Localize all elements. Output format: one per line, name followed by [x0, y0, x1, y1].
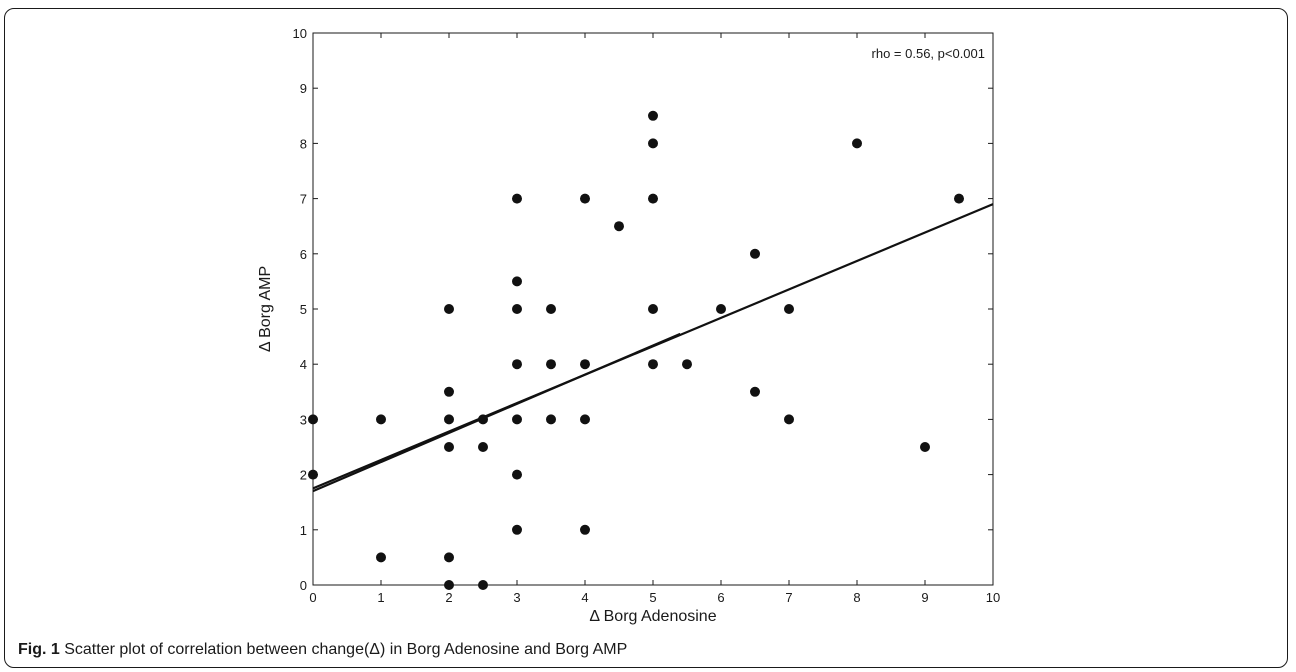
data-point	[750, 386, 760, 397]
data-point	[682, 359, 692, 370]
y-tick-label: 5	[300, 302, 307, 317]
data-point	[614, 221, 624, 232]
data-point	[648, 304, 658, 314]
figure-label: Fig. 1	[18, 641, 60, 658]
x-tick-label: 7	[785, 590, 792, 605]
y-tick-label: 10	[293, 26, 307, 41]
data-point	[444, 552, 454, 563]
data-point	[512, 414, 522, 425]
y-tick-label: 8	[300, 136, 307, 151]
correlation-annotation: rho = 0.56, p<0.001	[872, 46, 985, 61]
data-point	[784, 414, 794, 425]
y-tick-label: 9	[300, 81, 307, 96]
regression-line-2	[312, 332, 681, 493]
data-point	[308, 414, 318, 425]
data-point	[478, 414, 488, 425]
data-point	[308, 469, 318, 480]
data-point	[648, 193, 658, 204]
x-tick-label: 0	[309, 590, 316, 605]
data-point	[376, 414, 386, 425]
data-point	[512, 193, 522, 204]
data-point	[512, 276, 522, 287]
y-tick-label: 0	[300, 578, 307, 593]
data-point	[580, 414, 590, 425]
x-tick-label: 3	[513, 590, 520, 605]
x-tick-label: 5	[649, 590, 656, 605]
data-point	[954, 193, 964, 204]
x-tick-label: 9	[921, 590, 928, 605]
y-axis-label: Δ Borg AMP	[257, 266, 274, 352]
data-point	[512, 469, 522, 480]
data-points	[308, 110, 964, 590]
data-point	[444, 414, 454, 425]
y-tick-label: 7	[300, 192, 307, 207]
data-point	[376, 552, 386, 563]
data-point	[444, 386, 454, 397]
tick-marks	[312, 32, 994, 586]
y-tick-label: 3	[300, 412, 307, 427]
x-axis-label: Δ Borg Adenosine	[589, 608, 716, 625]
y-tick-label: 4	[300, 357, 307, 372]
data-point	[478, 442, 488, 452]
data-point	[784, 304, 794, 314]
data-point	[750, 248, 760, 259]
x-tick-label: 8	[853, 590, 860, 605]
data-point	[648, 138, 658, 149]
x-tick-label: 2	[445, 590, 452, 605]
x-tick-label: 1	[377, 590, 384, 605]
data-point	[546, 304, 556, 314]
x-tick-label: 6	[717, 590, 724, 605]
x-tick-label: 4	[581, 590, 588, 605]
data-point	[546, 414, 556, 425]
data-point	[512, 359, 522, 370]
regression-lines	[312, 203, 994, 493]
data-point	[512, 524, 522, 535]
figure-caption: Fig. 1 Scatter plot of correlation betwe…	[18, 641, 627, 659]
data-point	[852, 138, 862, 149]
tick-labels: 0 1 2 3 4 5 6 7 8 9 10 0 1 2 3 4 5 6 7 8 9 10	[293, 26, 1001, 605]
y-tick-label: 6	[300, 247, 307, 262]
figure-caption-text: Scatter plot of correlation between chan…	[64, 641, 628, 658]
data-point	[444, 580, 454, 590]
data-point	[580, 193, 590, 204]
data-point	[716, 304, 726, 314]
data-point	[580, 524, 590, 535]
data-point	[580, 359, 590, 370]
data-point	[478, 580, 488, 590]
data-point	[648, 110, 658, 121]
x-tick-label: 10	[986, 590, 1000, 605]
y-tick-label: 2	[300, 468, 307, 483]
data-point	[444, 304, 454, 314]
data-point	[920, 442, 930, 452]
data-point	[512, 304, 522, 314]
data-point	[444, 442, 454, 452]
figure-frame	[4, 8, 1288, 668]
data-point	[648, 359, 658, 370]
data-point	[546, 359, 556, 370]
y-tick-label: 1	[300, 523, 307, 538]
